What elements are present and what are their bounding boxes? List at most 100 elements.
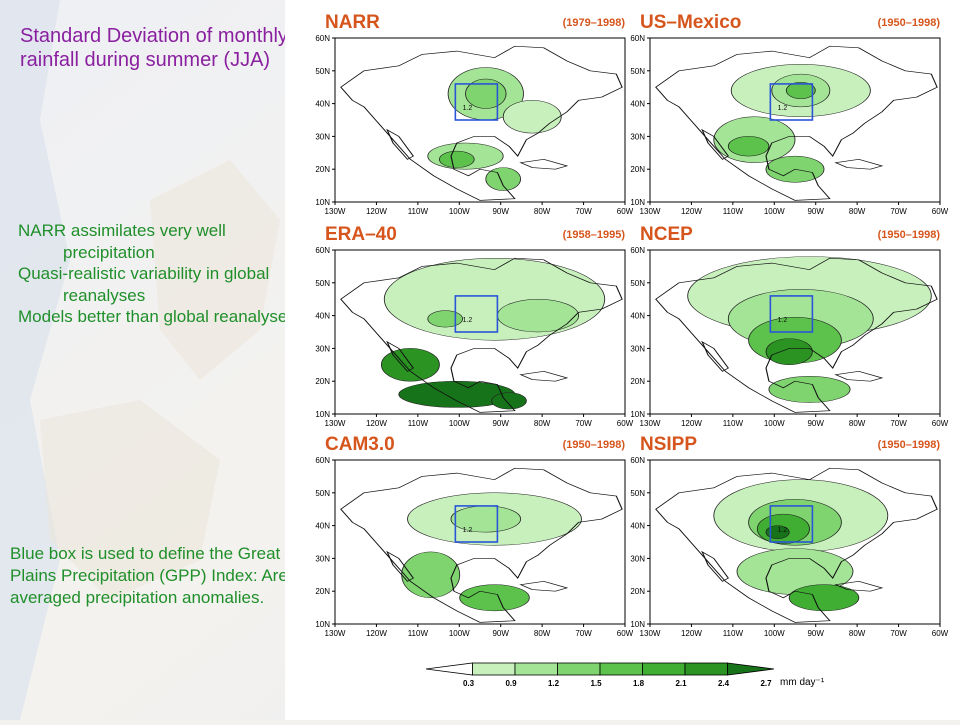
lat-tick-label: 10N [315,410,330,419]
lon-tick-label: 90W [492,207,509,216]
lon-tick-label: 80W [534,207,551,216]
contour-label: 1.2 [778,317,788,324]
lat-tick-label: 40N [315,100,330,109]
gpp-box [769,295,814,333]
variability-contour [727,136,770,157]
lat-tick-label: 40N [315,312,330,321]
panel-period: (1950–1998) [878,17,941,29]
lon-tick-label: 100W [764,629,785,638]
panel-period: (1979–1998) [563,17,626,29]
lon-tick-label: 80W [849,207,866,216]
finding-1: NARR assimilates very well precipitation [18,220,298,263]
colorbar-swatch [514,662,558,676]
map-panel-5: CAM3.0 (1950–1998) 1.2 60N 50N 40N 30N 20N 10N13… [315,434,633,638]
variability-contour [485,167,522,191]
lat-tick-label: 30N [630,344,645,353]
coastline-cuba [519,159,569,170]
gpp-box [454,505,499,543]
lat-tick-label: 50N [630,67,645,76]
lat-tick-label: 20N [630,587,645,596]
coastline [655,257,938,413]
lon-tick-label: 130W [325,419,346,428]
lon-tick-label: 130W [640,207,661,216]
coastline [340,467,623,623]
contour-label: 1.2 [778,105,788,112]
slide-title: Standard Deviation of monthly rainfall d… [20,25,288,71]
coastline-cuba [519,371,569,382]
panel-period: (1950–1998) [878,229,941,241]
map-panel-3: ERA–40 (1958–1995) 1.2 60N 50N 40N 30N 20N 10N13… [315,224,633,428]
coastline-baja [701,128,729,160]
lat-tick-label: 30N [630,554,645,563]
lon-tick-label: 90W [807,629,824,638]
colorbar-level-label: 2.1 [675,679,687,688]
lat-tick-label: 60N [630,246,645,255]
variability-contour [465,78,507,109]
lon-tick-label: 110W [408,207,429,216]
lon-tick-label: 90W [807,419,824,428]
map-panel-2: US–Mexico (1950–1998) 1.2 60N 50N 40N 30N 20N 10… [630,12,948,216]
variability-contour [438,150,475,168]
lon-tick-label: 90W [492,419,509,428]
variability-contour [459,584,530,612]
panel-name: CAM3.0 [325,434,395,455]
coastline-baja [701,340,729,372]
lat-tick-label: 50N [315,279,330,288]
colorbar-level-label: 1.2 [548,679,560,688]
colorbar-swatch [727,662,775,676]
lon-tick-label: 120W [366,629,387,638]
coastline-baja [386,128,414,160]
coastline-cuba [834,371,884,382]
coastline-cuba [834,159,884,170]
map-frame [649,459,941,625]
panel-period: (1950–1998) [878,439,941,451]
lon-tick-label: 80W [534,629,551,638]
lat-tick-label: 10N [630,198,645,207]
lon-tick-label: 60W [932,419,949,428]
panel-name: ERA–40 [325,224,397,245]
colorbar: 0.3 0.9 1.2 1.5 1.8 2.1 2.4 2.7 mm day⁻¹ [425,662,825,688]
coastline [340,257,623,413]
lon-tick-label: 70W [575,419,592,428]
map-figure: NARR (1979–1998)1.260N50N40N30N20N10N130W… [315,12,949,688]
colorbar-level-label: 0.9 [505,679,517,688]
colorbar-level-label: 2.7 [760,679,772,688]
colorbar-units: mm day⁻¹ [780,677,825,688]
variability-contour [502,100,562,134]
lon-tick-label: 70W [575,207,592,216]
gpp-box [769,505,814,543]
lat-tick-label: 30N [315,554,330,563]
lat-tick-label: 50N [630,489,645,498]
lon-tick-label: 60W [932,207,949,216]
variability-contour [785,82,816,99]
panel-name: NSIPP [640,434,697,455]
figure-panel: NARR (1979–1998) 1.2 60N 50N 40N 30N 20N 10N 130W… [285,0,960,720]
lat-tick-label: 20N [630,165,645,174]
lat-tick-label: 40N [630,522,645,531]
map-frame [649,249,941,415]
colorbar-swatch [425,662,473,676]
panel-period: (1958–1995) [563,229,626,241]
lat-tick-label: 50N [315,489,330,498]
lon-tick-label: 100W [449,629,470,638]
lat-tick-label: 60N [315,456,330,465]
findings-list: NARR assimilates very well precipitation… [18,220,298,328]
contour-label: 1.2 [463,527,473,534]
lon-tick-label: 100W [449,207,470,216]
variability-contour [765,525,790,539]
lon-tick-label: 90W [492,629,509,638]
lon-tick-label: 130W [325,207,346,216]
lon-tick-label: 80W [849,419,866,428]
variability-contour [788,584,860,612]
gpp-box [454,295,499,333]
variability-contour [491,392,527,410]
colorbar-swatch [472,662,516,676]
lon-tick-label: 120W [681,419,702,428]
lat-tick-label: 60N [630,34,645,43]
lat-tick-label: 20N [315,165,330,174]
lon-tick-label: 110W [408,629,429,638]
lat-tick-label: 60N [630,456,645,465]
lon-tick-label: 130W [325,629,346,638]
gpp-index-note: Blue box is used to define the Great Pla… [10,544,303,607]
contour-label: 1.2 [463,317,473,324]
